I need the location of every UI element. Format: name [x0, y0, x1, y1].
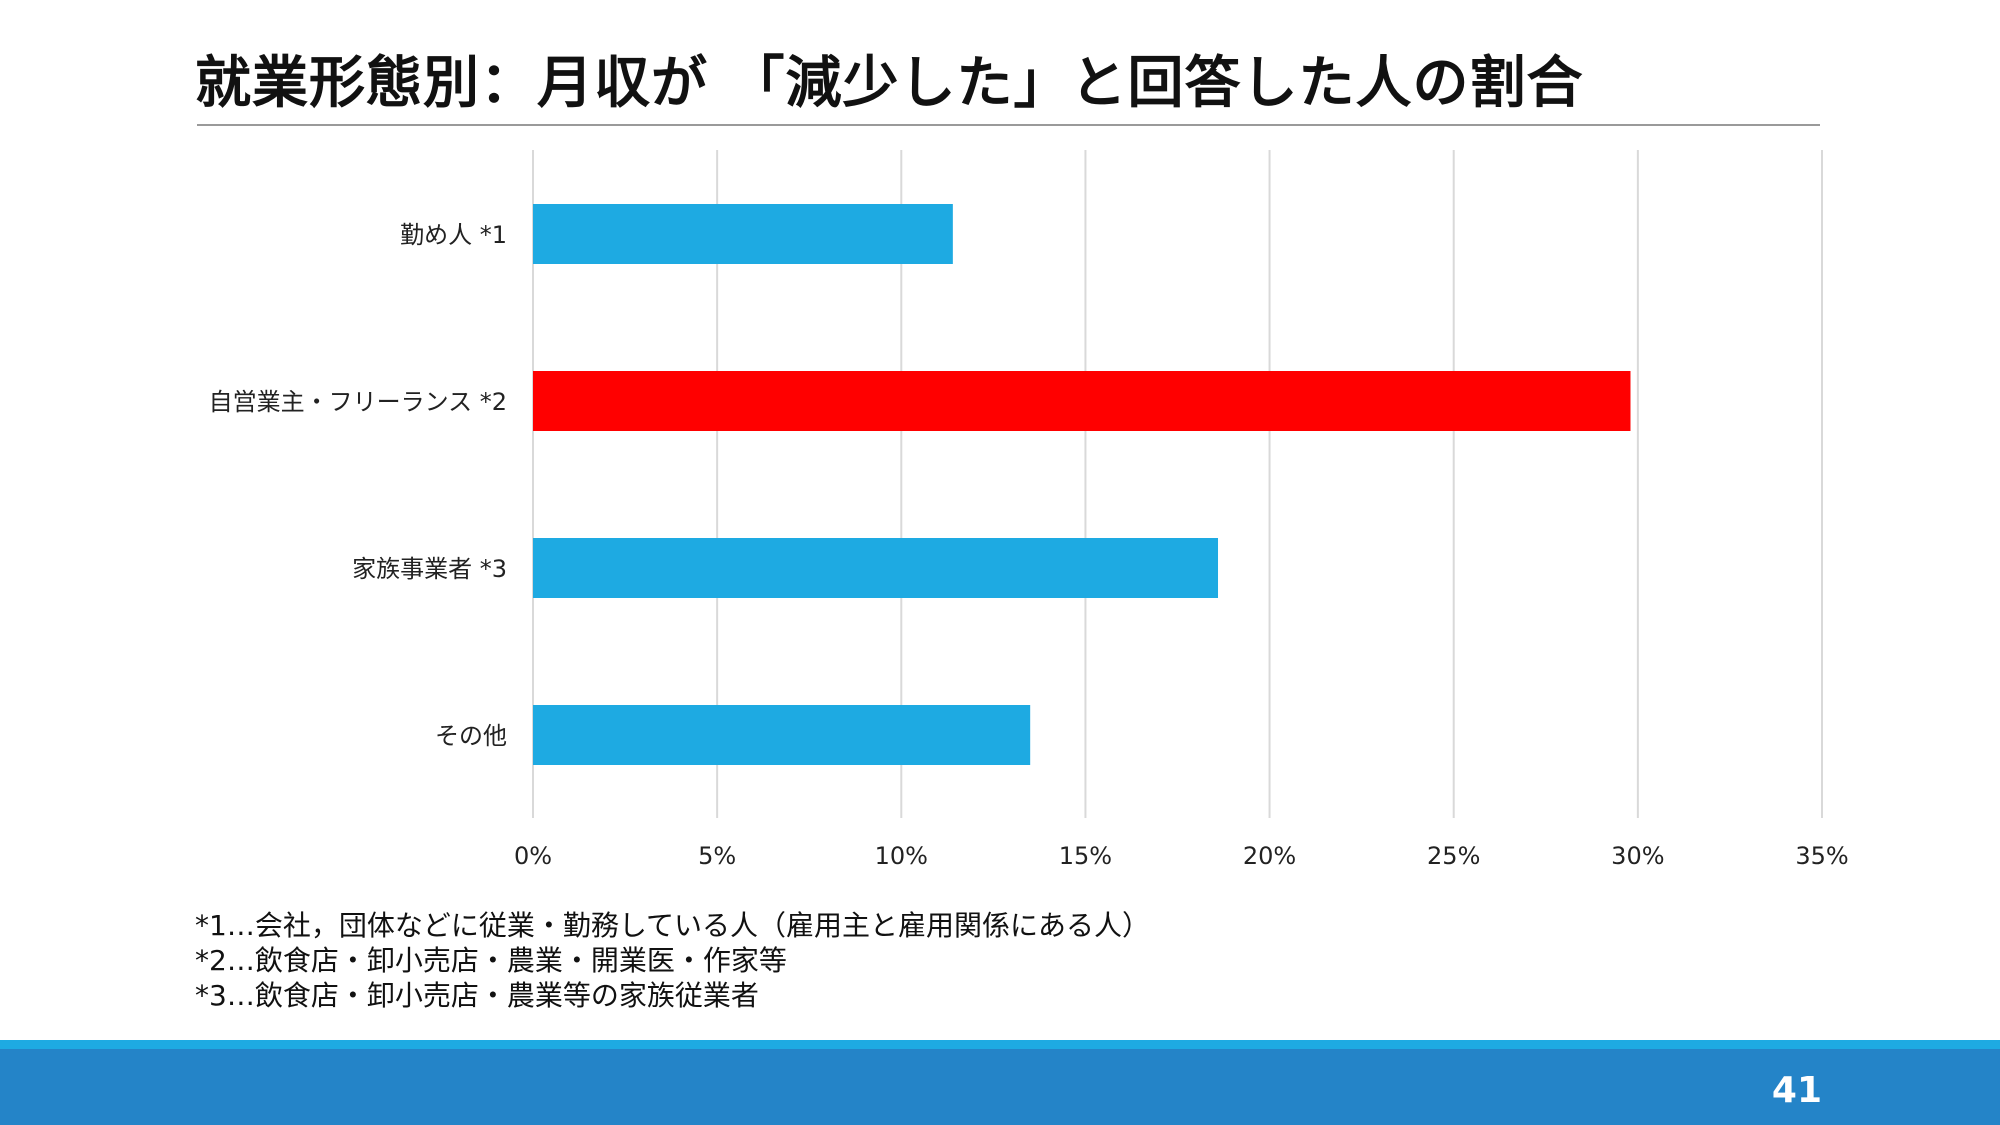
footnote-1: *1…会社，団体などに従業・勤務している人（雇用主と雇用関係にある人）	[195, 909, 1150, 942]
category-label: 自営業主・フリーランス *2	[209, 388, 507, 416]
bars	[533, 204, 1631, 765]
footer-bar	[0, 1049, 2000, 1125]
category-label: 勤め人 *1	[400, 221, 507, 249]
slide-title: 就業形態別：月収が 「減少した」と回答した人の割合	[195, 51, 1584, 116]
footnote-2: *2…飲食店・卸小売店・農業・開業医・作家等	[195, 944, 787, 977]
category-label: その他	[435, 722, 507, 750]
x-tick-label: 15%	[1059, 842, 1112, 870]
category-label: 家族事業者 *3	[352, 555, 507, 583]
footnotes: *1…会社，団体などに従業・勤務している人（雇用主と雇用関係にある人） *2…飲…	[195, 908, 1150, 1013]
category-labels: 勤め人 *1 自営業主・フリーランス *2 家族事業者 *3 その他	[209, 221, 507, 750]
bar	[533, 204, 953, 264]
x-tick-label: 0%	[514, 842, 552, 870]
footnote-3: *3…飲食店・卸小売店・農業等の家族従業者	[195, 979, 759, 1012]
bar	[533, 538, 1219, 598]
x-tick-label: 35%	[1795, 842, 1848, 870]
x-tick-label: 5%	[698, 842, 736, 870]
x-tick-label: 25%	[1427, 842, 1480, 870]
bar	[533, 371, 1631, 431]
footer-accent-strip	[0, 1040, 2000, 1049]
page-number: 41	[1771, 1070, 1822, 1111]
x-axis-tick-labels: 0% 5% 10% 15% 20% 25% 30% 35%	[514, 842, 1849, 870]
bar	[533, 705, 1031, 765]
x-tick-label: 10%	[875, 842, 928, 870]
x-tick-label: 30%	[1611, 842, 1664, 870]
title-divider	[197, 124, 1820, 126]
x-tick-label: 20%	[1243, 842, 1296, 870]
